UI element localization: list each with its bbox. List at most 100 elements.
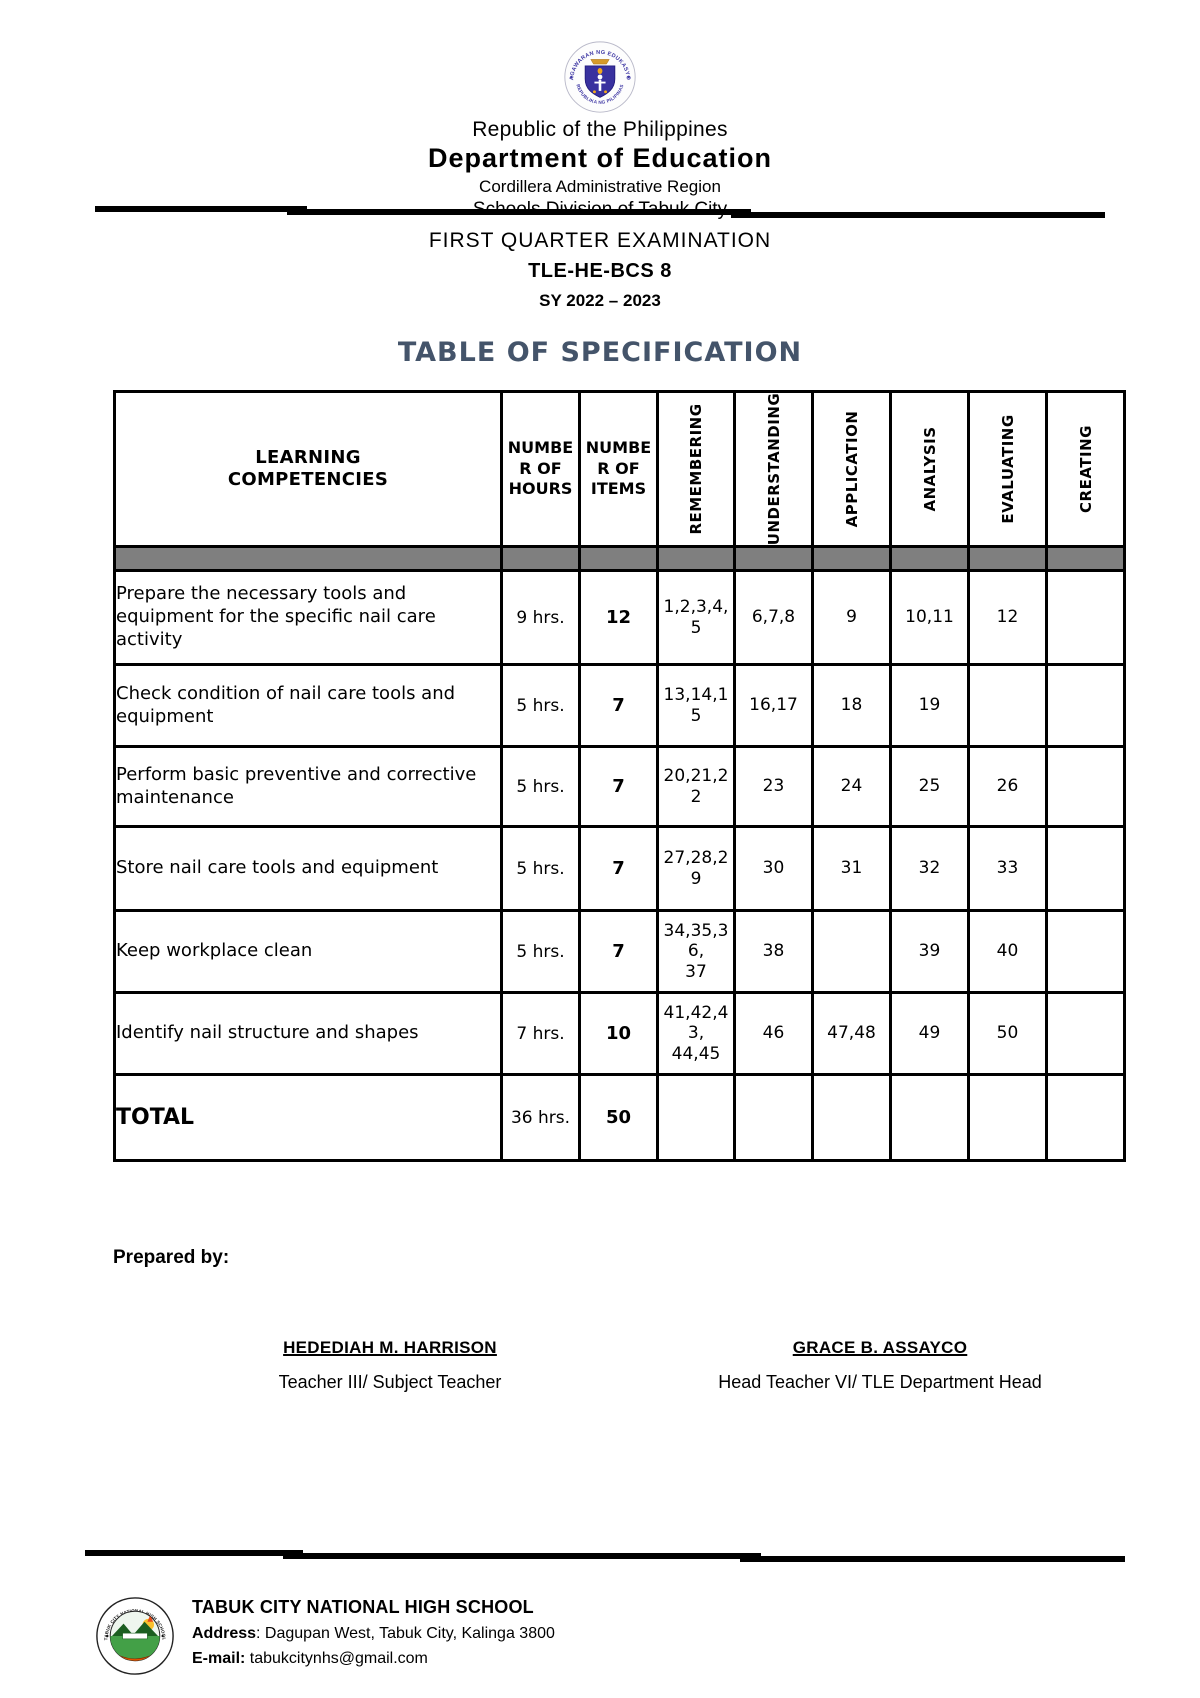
- cell-items: 7: [578, 745, 659, 828]
- cell-hours: 5 hrs.: [500, 910, 581, 994]
- cell-empty: [967, 1073, 1048, 1162]
- signatory-title: Teacher III/ Subject Teacher: [278, 1372, 502, 1392]
- separator-cell: [500, 545, 581, 572]
- divider-segment: [85, 1550, 304, 1556]
- cell-hours: 5 hrs.: [500, 825, 581, 912]
- cell-empty: [889, 1073, 970, 1162]
- cell-application: 47,48: [811, 991, 892, 1076]
- cell-remembering: 20,21,22: [656, 745, 736, 828]
- cell-competency: Check condition of nail care tools and e…: [113, 664, 503, 748]
- header-divider: [95, 206, 1105, 219]
- cell-analysis: 39: [889, 910, 970, 994]
- col-application: APPLICATION: [811, 390, 892, 548]
- signatory-name: HEDEDIAH M. HARRISON: [283, 1338, 497, 1357]
- signatory-block: HEDEDIAH M. HARRISON Teacher III/ Subjec…: [215, 1338, 565, 1393]
- cell-empty: [656, 1073, 736, 1162]
- table-row: Prepare the necessary tools and equipmen…: [113, 569, 1126, 666]
- cell-application: 31: [811, 825, 892, 912]
- table-row: Perform basic preventive and corrective …: [113, 745, 1126, 828]
- table-total-row: TOTAL 36 hrs. 50: [113, 1073, 1126, 1162]
- footer-address-line: Address: Dagupan West, Tabuk City, Kalin…: [192, 1625, 555, 1643]
- region-line: Cordillera Administrative Region: [479, 177, 721, 196]
- cell-empty: [1045, 1073, 1126, 1162]
- col-number-of-hours: NUMBER OF HOURS: [500, 390, 581, 548]
- cell-total-label: TOTAL: [113, 1073, 503, 1162]
- divider-segment: [282, 1553, 761, 1559]
- cell-analysis: 10,11: [889, 569, 970, 666]
- separator-cell: [113, 545, 503, 572]
- table-row: Check condition of nail care tools and e…: [113, 664, 1126, 748]
- col-label: REMEMBERING: [687, 403, 705, 535]
- cell-competency: Keep workplace clean: [113, 910, 503, 994]
- cell-remembering: 1,2,3,4,5: [656, 569, 736, 666]
- cell-remembering: 27,28,29: [656, 825, 736, 912]
- cell-evaluating: 40: [967, 910, 1048, 994]
- cell-competency: Store nail care tools and equipment: [113, 825, 503, 912]
- cell-items: 7: [578, 664, 659, 748]
- cell-hours: 5 hrs.: [500, 664, 581, 748]
- divider-segment: [740, 1556, 1125, 1562]
- signatory-title: Head Teacher VI/ TLE Department Head: [718, 1372, 1042, 1392]
- separator-cell: [656, 545, 736, 572]
- separator-cell: [578, 545, 659, 572]
- col-label: APPLICATION: [842, 410, 861, 528]
- deped-seal-icon: KAGAWARAN NG EDUKASYON REPUBLIKA NG PILI…: [563, 40, 636, 113]
- col-label: LEARNING COMPETENCIES: [227, 446, 389, 491]
- exam-title: FIRST QUARTER EXAMINATION: [428, 229, 772, 252]
- col-remembering: REMEMBERING: [656, 390, 736, 548]
- cell-evaluating: 50: [967, 991, 1048, 1076]
- col-label: ANALYSIS: [920, 426, 939, 512]
- footer-email-value: tabukcitynhs@gmail.com: [245, 1650, 428, 1667]
- cell-remembering: 41,42,43, 44,45: [656, 991, 736, 1076]
- exam-school-year: SY 2022 – 2023: [539, 291, 661, 310]
- col-label: NUMBER OF ITEMS: [585, 437, 652, 499]
- cell-evaluating: 33: [967, 825, 1048, 912]
- col-label: UNDERSTANDING: [764, 392, 783, 546]
- cell-understanding: 38: [733, 910, 814, 994]
- cell-total-hours: 36 hrs.: [500, 1073, 581, 1162]
- separator-cell: [733, 545, 814, 572]
- exam-subject: TLE-HE-BCS 8: [528, 260, 672, 282]
- cell-hours: 7 hrs.: [500, 991, 581, 1076]
- col-creating: CREATING: [1045, 390, 1126, 548]
- divider-segment: [731, 212, 1105, 218]
- cell-creating: [1045, 745, 1126, 828]
- col-label: EVALUATING: [998, 414, 1017, 524]
- cell-application: 9: [811, 569, 892, 666]
- table-header-row: LEARNING COMPETENCIES NUMBER OF HOURS NU…: [113, 390, 1126, 548]
- cell-hours: 5 hrs.: [500, 745, 581, 828]
- separator-row: [113, 545, 1126, 572]
- cell-remembering: 34,35,36, 37: [656, 910, 736, 994]
- table-row: Store nail care tools and equipment 5 hr…: [113, 825, 1126, 912]
- cell-analysis: 32: [889, 825, 970, 912]
- document-header: KAGAWARAN NG EDUKASYON REPUBLIKA NG PILI…: [0, 40, 1200, 221]
- separator-cell: [967, 545, 1048, 572]
- cell-understanding: 23: [733, 745, 814, 828]
- cell-understanding: 16,17: [733, 664, 814, 748]
- cell-application: 24: [811, 745, 892, 828]
- table-row: Identify nail structure and shapes 7 hrs…: [113, 991, 1126, 1076]
- table-row: Keep workplace clean 5 hrs. 7 34,35,36, …: [113, 910, 1126, 994]
- cell-items: 7: [578, 825, 659, 912]
- divider-segment: [286, 209, 752, 215]
- cell-remembering: 13,14,15: [656, 664, 736, 748]
- cell-creating: [1045, 664, 1126, 748]
- republic-line: Republic of the Philippines: [472, 118, 728, 141]
- tos-heading: TABLE OF SPECIFICATION: [397, 337, 803, 368]
- separator-cell: [811, 545, 892, 572]
- cell-understanding: 6,7,8: [733, 569, 814, 666]
- cell-creating: [1045, 825, 1126, 912]
- col-label: CREATING: [1076, 425, 1095, 513]
- col-understanding: UNDERSTANDING: [733, 390, 814, 548]
- divider-segment: [95, 206, 308, 212]
- cell-hours: 9 hrs.: [500, 569, 581, 666]
- separator-cell: [889, 545, 970, 572]
- col-number-of-items: NUMBER OF ITEMS: [578, 390, 659, 548]
- table-of-specification: LEARNING COMPETENCIES NUMBER OF HOURS NU…: [113, 390, 1126, 1162]
- col-learning-competencies: LEARNING COMPETENCIES: [113, 390, 503, 548]
- cell-competency: Prepare the necessary tools and equipmen…: [113, 569, 503, 666]
- separator-cell: [1045, 545, 1126, 572]
- cell-analysis: 19: [889, 664, 970, 748]
- footer-address-label: Address: [192, 1625, 257, 1642]
- cell-application: 18: [811, 664, 892, 748]
